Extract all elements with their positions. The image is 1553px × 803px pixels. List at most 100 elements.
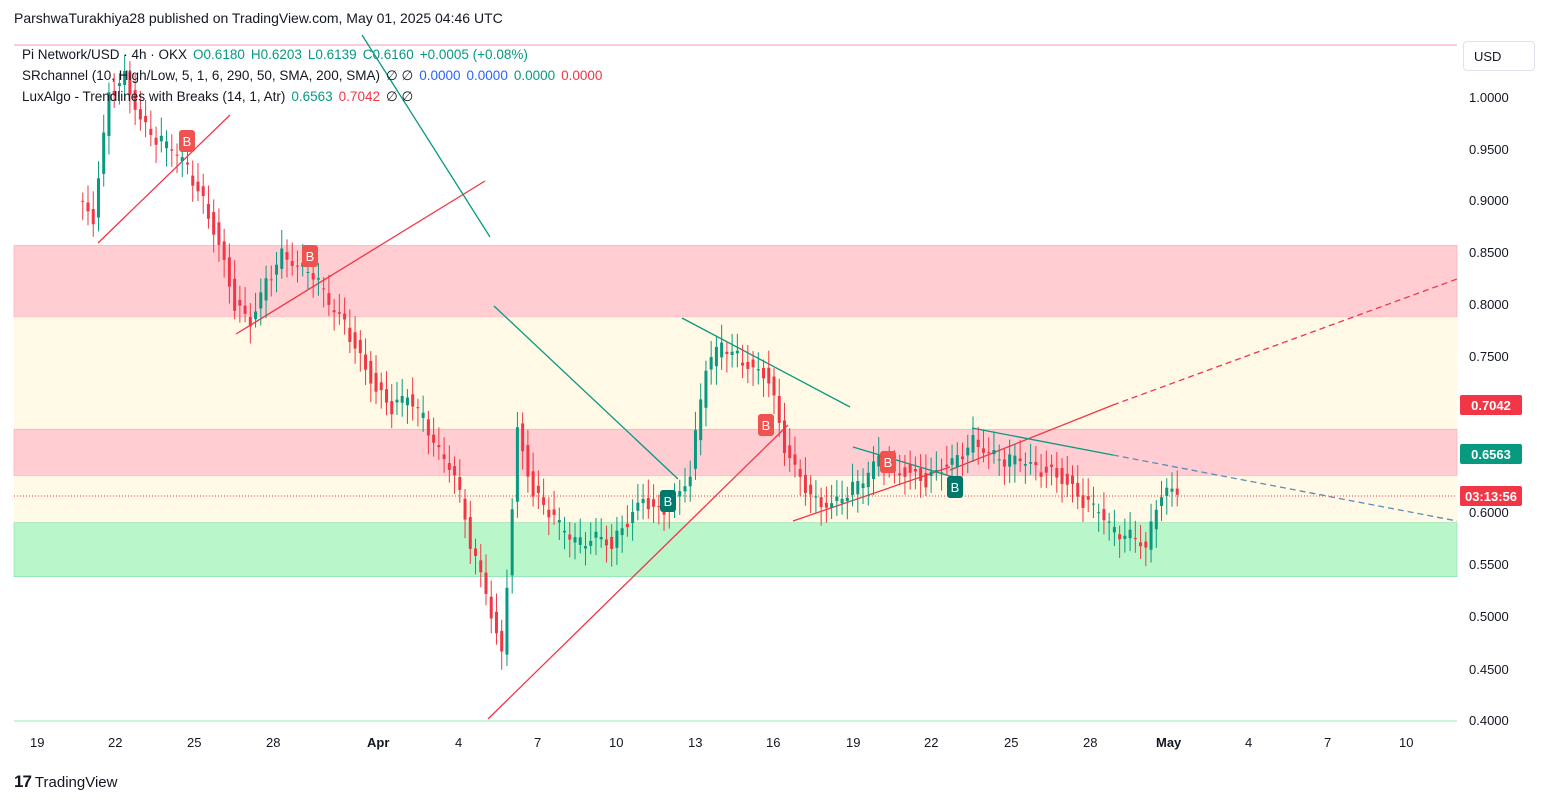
candle-body [432, 434, 436, 443]
candle-body [557, 520, 561, 523]
candle-body [845, 497, 849, 502]
candle-body [426, 419, 430, 436]
candle-body [227, 257, 231, 287]
candle-body [521, 423, 525, 452]
x-axis: 19 22 25 28 Apr 4 7 10 13 16 19 22 25 28… [30, 735, 1413, 750]
luxalgo-icons: ∅ ∅ [385, 89, 414, 104]
candle-body [280, 248, 284, 269]
candle-body [1086, 496, 1090, 500]
luxalgo-legend-row[interactable]: LuxAlgo - Trendlines with Breaks (14, 1,… [22, 86, 608, 107]
y-tick-label: 0.5000 [1469, 609, 1509, 624]
candle-body [170, 149, 174, 151]
candle-body [945, 464, 949, 467]
countdown-tag: 03:13:56 [1460, 486, 1522, 506]
trendline-red-4 [792, 466, 951, 522]
x-tick-label: 4 [1245, 735, 1252, 750]
candle-body [494, 611, 498, 634]
zone-neutral-2 [14, 475, 1457, 523]
candle-body [1160, 497, 1164, 507]
candle-body [474, 548, 478, 556]
candle-body [515, 427, 519, 502]
candle-body [238, 299, 242, 306]
candle-body [1055, 468, 1059, 478]
candle-body [222, 241, 226, 260]
candle-body [772, 376, 776, 396]
candle-body [453, 466, 457, 476]
candle-body [610, 536, 614, 549]
tradingview-footer[interactable]: 17 TradingView [14, 772, 117, 792]
candle-body [390, 401, 394, 415]
x-tick-label: 25 [1004, 735, 1018, 750]
srchannel-legend-row[interactable]: SRchannel (10, High/Low, 5, 1, 6, 290, 5… [22, 65, 608, 86]
signal-label: B [306, 249, 315, 264]
candle-body [693, 430, 697, 469]
candle-body [180, 157, 184, 162]
candle-body [264, 278, 268, 301]
signal-label: B [951, 480, 960, 495]
x-tick-label: Apr [367, 735, 389, 750]
candle-body [348, 327, 352, 342]
candle-body [311, 273, 315, 280]
candle-body [536, 485, 540, 493]
candle-body [144, 116, 148, 123]
candle-body [400, 396, 404, 403]
candle-body [1154, 509, 1158, 530]
bearish-break-signal: B [880, 451, 896, 473]
candle-body [542, 497, 546, 505]
candle-body [819, 497, 823, 508]
candle-body [117, 83, 121, 87]
candle-body [526, 445, 530, 477]
signal-marker [302, 245, 318, 267]
candle-body [1123, 535, 1127, 539]
luxalgo-value: 0.6563 [291, 89, 333, 104]
x-tick-label: 28 [266, 735, 280, 750]
candle-body [442, 454, 446, 459]
candle-body [405, 397, 409, 406]
break-signals: B B B B B B [179, 130, 963, 512]
bearish-break-signal: B [302, 245, 318, 267]
candle-body [364, 354, 368, 370]
ohlc-high: H0.6203 [250, 47, 302, 62]
candle-body [285, 252, 289, 260]
candle-body [976, 439, 980, 448]
candle-body [154, 137, 158, 145]
candle-body [798, 468, 802, 477]
y-tick-label: 1.0000 [1469, 90, 1509, 105]
candle-body [950, 458, 954, 465]
candle-body [484, 572, 488, 594]
candle-body [206, 204, 210, 219]
candle-body [961, 456, 965, 460]
candle-body [295, 265, 299, 267]
candle-body [1034, 462, 1038, 466]
candle-body [123, 70, 127, 85]
candle-body [159, 135, 163, 142]
candle-body [788, 445, 792, 459]
candle-body [1044, 466, 1048, 473]
candle-body [1002, 459, 1006, 467]
candle-body [578, 537, 582, 545]
candle-body [699, 399, 703, 441]
bullish-break-signal: B [947, 476, 963, 498]
zone-resistance-lower [13, 428, 1458, 477]
symbol-legend-row[interactable]: Pi Network/USD · 4h · OKX O0.6180 H0.620… [22, 44, 608, 65]
x-tick-label: 28 [1083, 735, 1097, 750]
candle-body [447, 463, 451, 470]
candle-body [583, 546, 587, 549]
candle-body [165, 141, 169, 149]
currency-selector[interactable]: USD [1463, 41, 1535, 71]
candle-body [704, 370, 708, 408]
candle-body [505, 587, 509, 655]
candle-body [1029, 462, 1033, 464]
trendline-red-5 [949, 404, 1114, 471]
candle-body [1139, 542, 1143, 547]
srchannel-label: SRchannel (10, High/Low, 5, 1, 6, 290, 5… [22, 68, 380, 83]
candle-body [678, 491, 682, 497]
price-tag-lower: 0.6563 [1460, 444, 1522, 464]
candle-body [479, 560, 483, 573]
candle-body [934, 470, 938, 473]
candle-body [212, 211, 216, 235]
signal-marker [179, 130, 195, 152]
bullish-break-signal: B [660, 490, 676, 512]
candle-body [259, 292, 263, 309]
